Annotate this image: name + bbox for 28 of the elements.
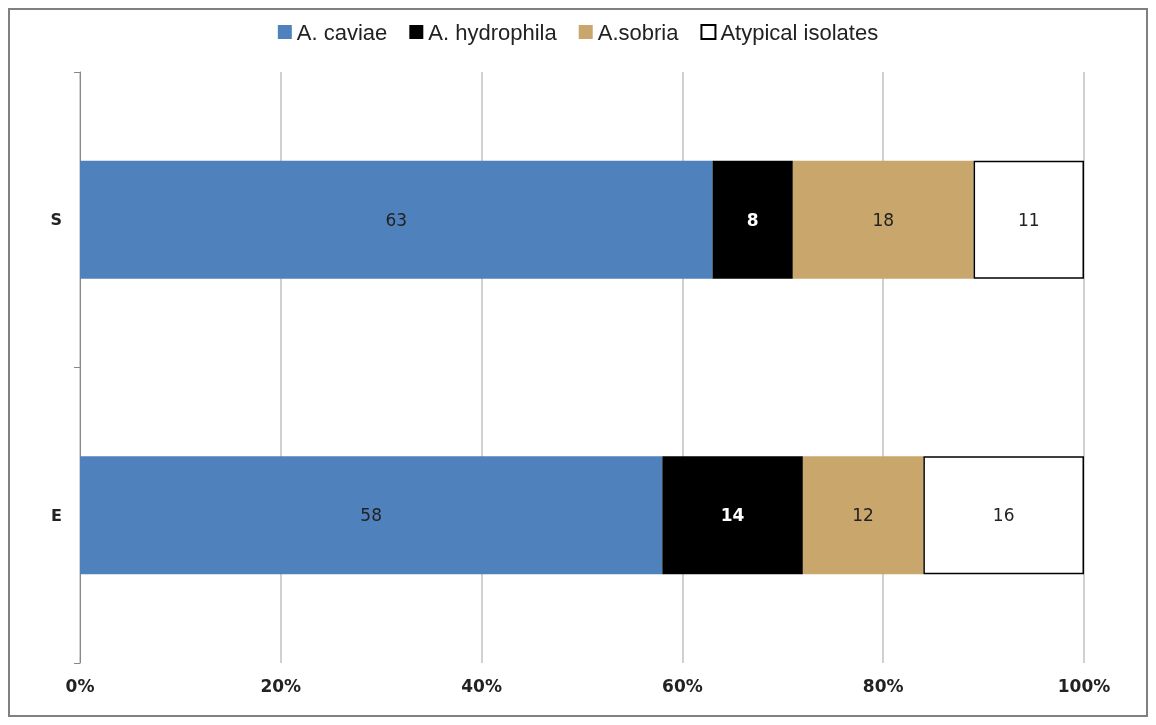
legend-label: Atypical isolates xyxy=(720,19,879,45)
bar xyxy=(792,160,974,279)
x-tick-label: 60% xyxy=(662,675,703,696)
data-label: 58 xyxy=(360,505,382,526)
bar xyxy=(973,160,1084,279)
data-label: 63 xyxy=(385,209,408,230)
bar xyxy=(80,456,663,575)
data-label: 11 xyxy=(1017,209,1040,230)
bar xyxy=(712,160,793,279)
data-label: 16 xyxy=(992,505,1015,526)
data-label: 18 xyxy=(872,209,895,230)
bar xyxy=(80,160,713,279)
legend-label: A.sobria xyxy=(597,19,680,45)
data-label: 8 xyxy=(746,209,759,230)
data-label: 14 xyxy=(720,505,745,526)
legend-label: A. caviae xyxy=(296,19,388,45)
y-tick-label: E xyxy=(51,505,62,525)
x-tick-label: 80% xyxy=(862,675,904,696)
bar xyxy=(802,456,924,575)
x-tick-label: 0% xyxy=(65,675,95,696)
legend-label: A. hydrophila xyxy=(428,19,558,45)
bar xyxy=(923,456,1084,575)
x-tick-label: 20% xyxy=(260,675,302,696)
bar xyxy=(662,456,803,575)
y-tick-label: S xyxy=(50,210,62,230)
x-tick-label: 100% xyxy=(1057,675,1111,696)
x-tick-label: 40% xyxy=(461,675,502,696)
data-label: 12 xyxy=(852,505,874,526)
